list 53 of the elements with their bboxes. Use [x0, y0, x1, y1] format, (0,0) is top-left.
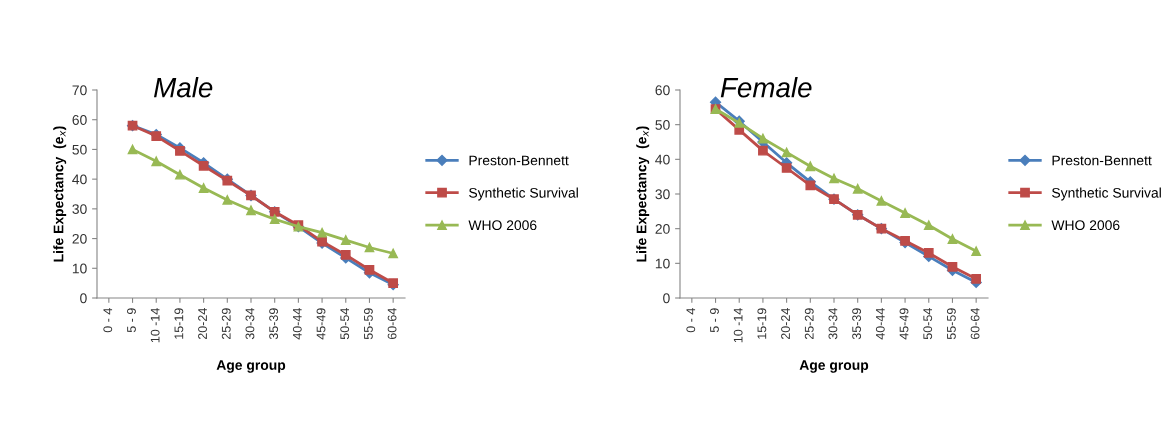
x-tick-label: 15-19 [174, 308, 184, 339]
x-tick-label: 55-59 [363, 308, 373, 340]
x-tick-label: 55-59 [946, 308, 956, 340]
y-tick-label: 0 [80, 293, 87, 304]
chart-title: Male [153, 77, 213, 98]
x-tick-label: 20-24 [781, 308, 790, 340]
x-tick-label: 5 - 9 [127, 308, 136, 333]
legend-label: Preston-Bennett [469, 155, 569, 166]
x-tick-label: 5 - 9 [710, 308, 719, 333]
y-tick-label: 30 [655, 189, 670, 200]
y-axis-title: Life Expectancy (e$_{x}$) [53, 126, 67, 262]
x-tick-label: 20-24 [198, 308, 207, 340]
y-tick-label: 60 [72, 115, 87, 125]
y-tick-label: 50 [655, 120, 670, 130]
y-tick-label: 20 [72, 233, 87, 244]
y-tick-label: 10 [655, 258, 670, 269]
x-tick-label: 0 - 4 [686, 308, 696, 333]
x-tick-label: 40-44 [292, 308, 302, 340]
x-tick-label: 15-19 [757, 308, 767, 339]
x-tick-label: 50-54 [923, 308, 933, 340]
x-tick-label: 10 -14 [733, 308, 743, 343]
y-tick-label: 50 [72, 144, 87, 155]
x-tick-label: 30-34 [828, 308, 838, 340]
x-axis-title: Age group [799, 360, 869, 373]
x-tick-label: 30-34 [245, 308, 255, 340]
y-tick-label: 30 [72, 204, 87, 215]
x-tick-label: 25-29 [221, 308, 231, 340]
x-axis-title: Age group [216, 360, 286, 373]
x-tick-label: 50-54 [340, 308, 350, 340]
y-axis-title: Life Expectancy (e$_{x}$) [636, 126, 650, 262]
legend-label: Synthetic Survival [469, 187, 578, 201]
legend-label: WHO 2006 [1051, 220, 1120, 231]
x-tick-label: 0 - 4 [103, 308, 113, 333]
x-tick-label: 35-39 [852, 308, 862, 340]
y-tick-label: 10 [72, 263, 87, 274]
y-tick-label: 0 [663, 293, 670, 304]
x-tick-label: 25-29 [804, 308, 814, 340]
x-tick-label: 60-64 [970, 308, 980, 340]
y-tick-label: 70 [72, 85, 87, 96]
y-tick-label: 60 [655, 85, 670, 96]
legend-label: WHO 2006 [468, 220, 537, 231]
legend-label: Preston-Bennett [1052, 155, 1152, 166]
chart-title: Female [720, 77, 812, 98]
x-tick-label: 35-39 [269, 308, 279, 340]
x-tick-label: 40-44 [875, 308, 885, 340]
y-tick-label: 40 [655, 154, 670, 165]
y-tick-label: 40 [72, 174, 87, 185]
y-tick-label: 20 [655, 224, 670, 234]
x-tick-label: 45-49 [899, 308, 909, 340]
x-tick-label: 45-49 [316, 308, 326, 340]
x-tick-label: 10 -14 [150, 308, 160, 343]
x-tick-label: 60-64 [387, 308, 397, 340]
legend-label: Synthetic Survival [1052, 187, 1161, 201]
